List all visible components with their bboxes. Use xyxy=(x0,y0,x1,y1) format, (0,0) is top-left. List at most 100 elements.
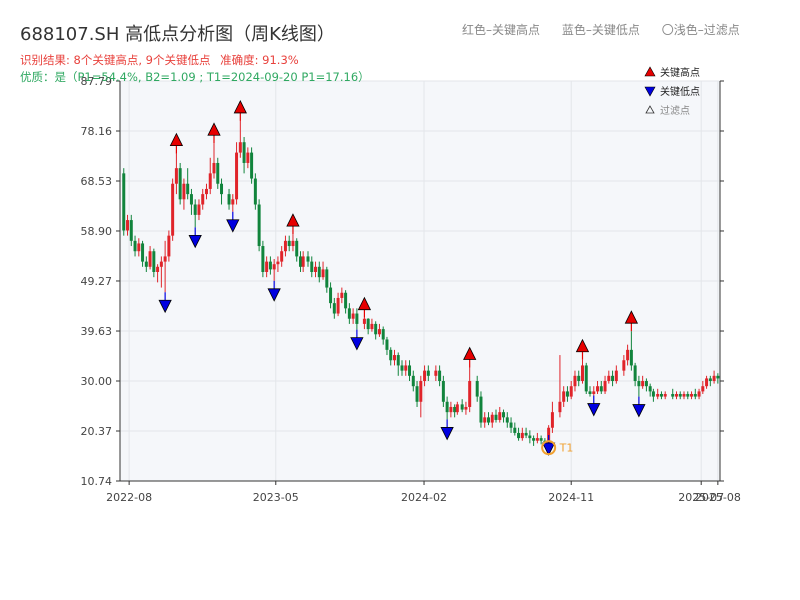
candle-body xyxy=(351,313,355,319)
candle-body xyxy=(126,220,130,231)
candle-body xyxy=(265,261,269,272)
legend-filtered-icon xyxy=(645,105,655,114)
candle-body xyxy=(449,406,453,413)
candle-body xyxy=(562,391,566,402)
candle-body xyxy=(641,381,645,387)
candle-body xyxy=(517,432,521,439)
candle-body xyxy=(366,318,370,330)
candle-body xyxy=(355,313,359,324)
candle-body xyxy=(558,401,562,413)
candle-body xyxy=(573,375,577,387)
candle-body xyxy=(325,269,329,288)
key-high-marker xyxy=(233,100,247,114)
key-low-marker xyxy=(158,299,172,314)
candle-body xyxy=(321,269,325,278)
candle-body xyxy=(539,438,543,441)
candle-body xyxy=(340,292,344,298)
candle-body xyxy=(426,370,430,376)
key-low-marker xyxy=(632,404,646,418)
candle-body xyxy=(637,381,641,387)
key-high-marker xyxy=(575,338,590,353)
y-tick-label: 10.74 xyxy=(81,475,113,488)
candle-body xyxy=(280,251,284,262)
candle-body xyxy=(347,308,351,319)
candle-body xyxy=(159,261,163,267)
candle-body xyxy=(216,162,220,184)
key-high-marker xyxy=(207,122,221,136)
candle-body xyxy=(651,391,655,397)
candle-body xyxy=(235,152,239,200)
key-high-marker xyxy=(624,310,639,324)
candle-body xyxy=(291,240,295,247)
candle-body xyxy=(614,370,618,382)
candle-body xyxy=(246,152,250,163)
color-legend: 红色–关键高点 蓝色–关键低点 〇浅色–过滤点 xyxy=(462,21,740,38)
candle-body xyxy=(171,183,175,236)
candle-body xyxy=(490,414,494,423)
candle-body xyxy=(129,220,133,241)
key-high-marker xyxy=(463,346,477,360)
candle-body xyxy=(261,246,265,272)
candle-body xyxy=(189,194,193,205)
candle-body xyxy=(701,386,705,392)
candle-body xyxy=(502,412,506,418)
candle-body xyxy=(434,370,438,376)
candle-body xyxy=(268,261,272,270)
candle-body xyxy=(603,381,607,392)
candle-body xyxy=(513,427,517,433)
key-low-marker xyxy=(226,219,240,233)
candle-body xyxy=(460,404,464,410)
candle-body xyxy=(242,142,246,163)
candle-body xyxy=(404,365,408,371)
candle-body xyxy=(193,204,197,215)
candle-body xyxy=(498,412,502,420)
candle-body xyxy=(231,199,235,205)
result-text: 识别结果: 8个关键高点, 9个关键低点 xyxy=(20,53,211,67)
candle-body xyxy=(580,365,584,382)
candle-body xyxy=(362,318,366,324)
candle-body xyxy=(220,183,224,195)
candle-body xyxy=(629,349,633,366)
candle-body xyxy=(133,240,137,252)
x-tick-label: 2024-11 xyxy=(548,491,594,504)
candle-body xyxy=(238,142,242,153)
candle-body xyxy=(276,261,280,265)
candle-body xyxy=(156,266,160,272)
chart-title: 688107.SH 高低点分析图（周K线图） xyxy=(20,24,335,45)
legend-blue-text: 蓝色–关键低点 xyxy=(561,23,640,37)
candle-body xyxy=(648,386,652,392)
candle-body xyxy=(201,194,205,205)
candle-body xyxy=(565,391,569,397)
candle-body xyxy=(455,404,459,413)
candle-body xyxy=(314,266,318,272)
quality-text: 优质：是（P1=54.4%, B2=1.09 ; T1=2024-09-20 P… xyxy=(20,70,370,84)
candle-body xyxy=(663,393,667,397)
candle-body xyxy=(678,393,682,397)
candle-body xyxy=(306,256,310,262)
y-tick-label: 68.53 xyxy=(81,175,113,188)
candle-body xyxy=(197,204,201,215)
y-tick-label: 49.27 xyxy=(81,275,113,288)
candle-body xyxy=(250,152,254,179)
candle-body xyxy=(483,417,487,423)
candle-body xyxy=(148,251,152,267)
candle-body xyxy=(227,194,231,205)
candle-body xyxy=(212,162,216,174)
candle-body xyxy=(468,381,472,407)
candle-body xyxy=(622,360,626,371)
candle-body xyxy=(588,391,592,394)
candle-body xyxy=(186,183,190,195)
candle-body xyxy=(122,173,126,231)
accuracy-text: 准确度: 91.3% xyxy=(220,53,299,67)
candle-body xyxy=(705,378,709,387)
legend-label: 关键低点 xyxy=(660,85,700,98)
candle-body xyxy=(441,381,445,402)
key-high-marker xyxy=(357,296,372,311)
candle-body xyxy=(283,240,287,252)
x-tick-label: 2025-07 xyxy=(678,491,724,504)
legend-light-text: 〇浅色–过滤点 xyxy=(661,23,740,37)
candle-body xyxy=(656,393,660,397)
legend-high-icon xyxy=(644,66,656,77)
x-tick-label: 2024-02 xyxy=(401,491,447,504)
candle-body xyxy=(344,292,348,309)
